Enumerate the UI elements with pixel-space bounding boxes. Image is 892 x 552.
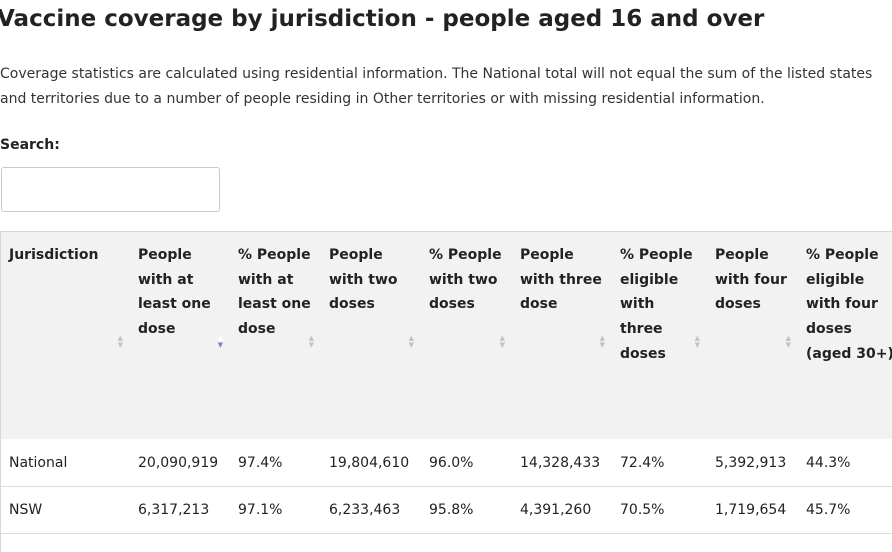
value-cell: 72.4% [612, 439, 707, 487]
value-cell: 1,719,654 [707, 486, 798, 534]
column-header-label: People with two doses [329, 247, 398, 313]
sort-up-icon: ▲ [408, 334, 414, 342]
column-header-label: % People with two doses [429, 247, 502, 313]
header-row: Jurisdiction ▲ ▼ People with at least one d… [1, 232, 892, 439]
sort-up-icon: ▲ [599, 334, 605, 342]
column-header-label: People with three dose [520, 247, 602, 313]
sort-down-icon: ▼ [308, 341, 314, 349]
column-header-2[interactable]: % People with at least one dose ▲ ▼ [230, 232, 321, 439]
sort-arrows-icon[interactable]: ▲ ▼ [118, 335, 123, 349]
sort-up-icon: ▲ [785, 334, 791, 342]
coverage-table-container: Jurisdiction ▲ ▼ People with at least one d… [0, 231, 892, 552]
value-cell: 70.5% [612, 486, 707, 534]
search-input[interactable] [1, 167, 220, 212]
table-row: National 20,090,919 97.4% 19,804,610 96.0% 14… [1, 439, 892, 487]
sort-up-icon: ▲ [499, 334, 505, 342]
column-header-0[interactable]: Jurisdiction ▲ ▼ [1, 232, 130, 439]
value-cell: 5,392,913 [707, 439, 798, 487]
sort-down-icon: ▼ [694, 341, 700, 349]
value-cell: 20,090,919 [130, 439, 230, 487]
value-cell: 97.1% [230, 486, 321, 534]
column-header-1[interactable]: People with at least one dose ▲ ▼ [130, 232, 230, 439]
column-header-4[interactable]: % People with two doses ▲ ▼ [421, 232, 512, 439]
column-header-5[interactable]: People with three dose ▲ ▼ [512, 232, 612, 439]
sort-arrows-icon[interactable]: ▲ ▼ [309, 335, 314, 349]
value-cell: 97.4% [230, 439, 321, 487]
sort-up-icon: ▲ [117, 334, 123, 342]
value-cell: 95.8% [421, 486, 512, 534]
coverage-table: Jurisdiction ▲ ▼ People with at least one d… [1, 232, 892, 534]
value-cell: 4,391,260 [512, 486, 612, 534]
column-header-label: % People with at least one dose [238, 247, 311, 338]
sort-up-icon: ▲ [217, 334, 223, 342]
column-header-label: % People eligible with three doses [620, 247, 693, 362]
column-header-3[interactable]: People with two doses ▲ ▼ [321, 232, 421, 439]
value-cell: 45.7% [798, 486, 892, 534]
sort-arrows-icon[interactable]: ▲ ▼ [695, 335, 700, 349]
jurisdiction-cell: National [1, 439, 130, 487]
jurisdiction-cell: NSW [1, 486, 130, 534]
sort-down-icon: ▼ [499, 341, 505, 349]
column-header-label: People with four doses [715, 247, 787, 313]
column-header-7[interactable]: People with four doses ▲ ▼ [707, 232, 798, 439]
value-cell: 14,328,433 [512, 439, 612, 487]
coverage-description: Coverage statistics are calculated using… [0, 66, 873, 107]
table-row: NSW 6,317,213 97.1% 6,233,463 95.8% 4,391,260… [1, 486, 892, 534]
sort-arrows-icon[interactable]: ▲ ▼ [500, 335, 505, 349]
value-cell: 19,804,610 [321, 439, 421, 487]
column-header-label: People with at least one dose [138, 247, 211, 338]
value-cell: 6,317,213 [130, 486, 230, 534]
page-title: Vaccine coverage by jurisdiction - peopl… [0, 6, 765, 32]
column-header-label: Jurisdiction [9, 247, 99, 263]
column-header-6[interactable]: % People eligible with three doses ▲ ▼ [612, 232, 707, 439]
sort-arrows-icon[interactable]: ▲ ▼ [218, 335, 223, 349]
table-header: Jurisdiction ▲ ▼ People with at least one d… [1, 232, 892, 439]
search-label: Search: [0, 137, 60, 153]
sort-arrows-icon[interactable]: ▲ ▼ [409, 335, 414, 349]
value-cell: 6,233,463 [321, 486, 421, 534]
value-cell: 44.3% [798, 439, 892, 487]
sort-up-icon: ▲ [694, 334, 700, 342]
sort-down-icon: ▼ [117, 341, 123, 349]
table-body: National 20,090,919 97.4% 19,804,610 96.0% 14… [1, 439, 892, 534]
sort-up-icon: ▲ [308, 334, 314, 342]
sort-arrows-icon[interactable]: ▲ ▼ [600, 335, 605, 349]
sort-down-icon: ▼ [785, 341, 791, 349]
sort-down-icon: ▼ [217, 341, 223, 349]
column-header-label: % People eligible with four doses (aged … [806, 247, 892, 362]
sort-down-icon: ▼ [408, 341, 414, 349]
column-header-8[interactable]: % People eligible with four doses (aged … [798, 232, 892, 439]
sort-arrows-icon[interactable]: ▲ ▼ [786, 335, 791, 349]
value-cell: 96.0% [421, 439, 512, 487]
sort-down-icon: ▼ [599, 341, 605, 349]
